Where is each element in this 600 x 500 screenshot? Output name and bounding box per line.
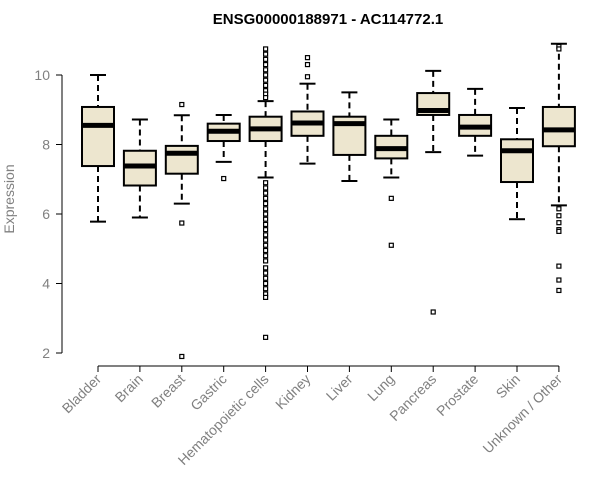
outlier-point [556,263,562,269]
x-tick-label: Pancreas [386,371,439,424]
x-tick-label: Liver [323,371,356,404]
outlier-point [263,195,269,201]
outlier-point [263,46,269,52]
outlier-point [430,309,436,315]
outlier-point [263,180,269,186]
outlier-point [263,258,269,264]
outlier-point [556,206,562,212]
outlier-point [263,270,269,276]
x-tick-label: Unknown / Other [479,371,565,457]
y-tick-label: 2 [42,345,50,361]
box [500,138,534,184]
outlier-point [263,94,269,101]
outlier-point [263,51,269,57]
outlier-point [179,101,185,108]
outlier-point [304,74,311,80]
outlier-point [556,220,562,226]
outlier-point [263,275,269,281]
outlier-point [263,77,269,83]
y-axis-label: Expression [1,164,17,233]
outlier-point [388,195,394,201]
outlier-point [556,46,562,52]
outlier-point [263,82,269,89]
x-tick-label: Bladder [59,371,105,417]
outlier-point [263,67,269,73]
box [81,105,115,168]
x-tick-label: Skin [493,371,524,402]
outlier-point [263,286,269,292]
x-tick-label: Kidney [272,371,314,413]
outlier-point [263,242,269,248]
outlier-point [263,294,269,300]
outlier-point [304,61,311,68]
x-tick-label: Breast [148,371,188,411]
y-tick-label: 6 [42,206,50,222]
outlier-point [388,242,394,248]
outlier-point [263,216,269,222]
y-tick-label: 4 [42,276,50,292]
outlier-point [263,56,269,62]
y-tick-label: 8 [42,137,50,153]
y-tick-label: 10 [34,67,50,83]
outlier-point [263,280,269,287]
x-tick-label: Prostate [433,371,481,419]
outlier-point [263,190,269,196]
outlier-point [263,221,269,228]
x-tick-label: Lung [364,371,397,404]
box [164,144,199,175]
box [541,105,576,148]
outlier-point [263,185,269,191]
outlier-point [556,228,562,234]
outlier-point [263,72,269,78]
outlier-point [263,247,269,254]
outlier-point [263,227,269,233]
outlier-point [556,287,562,294]
outlier-point [263,211,269,217]
outlier-point [263,334,269,340]
chart-title: ENSG00000188971 - AC114772.1 [213,11,443,28]
outlier-point [263,253,269,259]
outlier-point [221,175,227,182]
x-tick-label: Brain [112,371,146,405]
outlier-point [179,220,185,226]
outlier-point [556,277,562,283]
outlier-point [179,353,185,360]
outlier-point [556,213,562,219]
outlier-point [263,61,269,68]
outlier-point [263,265,269,271]
outlier-point [263,200,269,207]
outlier-point [263,232,269,238]
outlier-point [304,55,311,61]
outlier-point [263,206,269,212]
outlier-point [263,237,269,243]
